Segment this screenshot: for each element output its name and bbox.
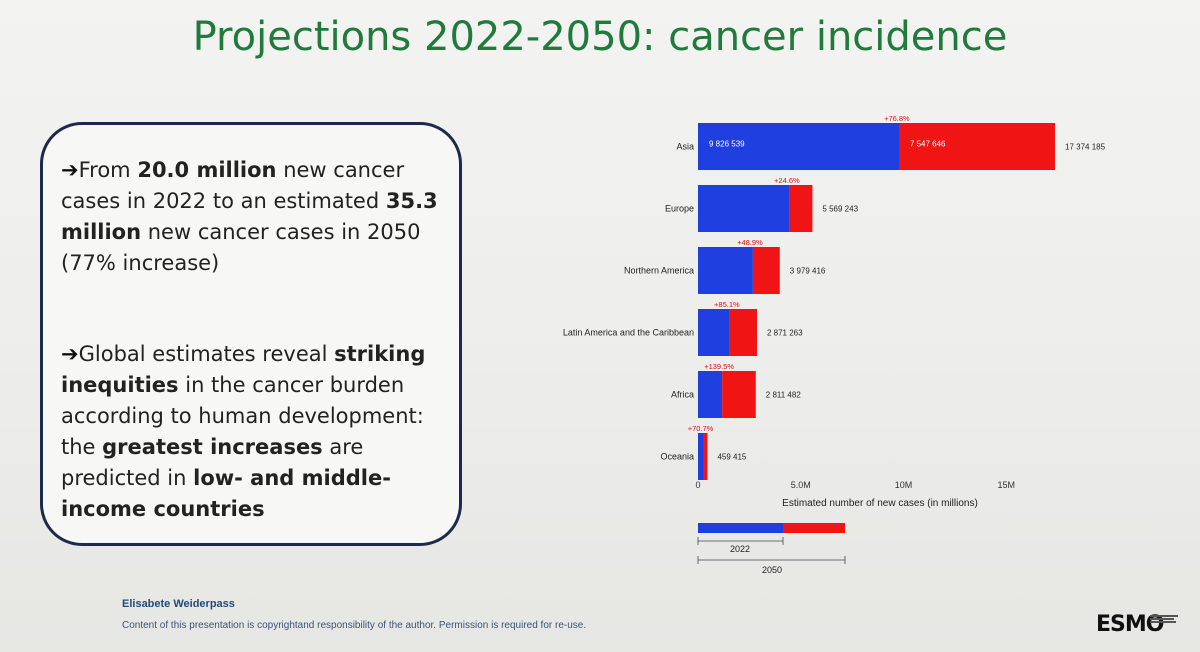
x-tick-label: 10M: [895, 480, 913, 490]
percent-label-latin-america-and-the-caribbean: +85.1%: [714, 300, 740, 309]
incidence-bar-chart: Asia +76.8% 17 374 185 9 826 539 7 547 646 Eu…: [563, 114, 1106, 575]
legend-label-2050: 2050: [762, 565, 782, 575]
category-label-africa: Africa: [671, 390, 694, 400]
bar-2022-africa: [698, 371, 723, 418]
total-label-oceania: 459 415: [717, 453, 746, 462]
x-tick-label: 5.0M: [791, 480, 811, 490]
value-increase-label-asia: 7 547 646: [910, 140, 946, 149]
legend-swatch-2050: [783, 523, 845, 533]
category-label-northern-america: Northern America: [624, 266, 694, 276]
x-tick-label: 15M: [997, 480, 1015, 490]
total-label-asia: 17 374 185: [1065, 143, 1106, 152]
bar-increase-northern-america: [752, 247, 780, 294]
bar-2022-europe: [698, 185, 790, 232]
bar-2022-asia: [698, 123, 900, 170]
total-label-northern-america: 3 979 416: [790, 267, 826, 276]
category-label-asia: Asia: [676, 142, 694, 152]
bullet-incidence-growth: ➔From 20.0 million new cancer cases in 2…: [61, 158, 438, 275]
bar-increase-asia: [899, 123, 1055, 170]
legend-label-2022: 2022: [730, 544, 750, 554]
slide-title: Projections 2022-2050: cancer incidence: [192, 14, 1008, 60]
percent-label-northern-america: +48.9%: [737, 238, 763, 247]
footer-author: Elisabete Weiderpass: [122, 598, 235, 610]
total-label-africa: 2 811 482: [766, 391, 802, 400]
bar-2022-oceania: [698, 433, 704, 480]
bar-2022-latin-america-and-the-caribbean: [698, 309, 730, 356]
bar-increase-latin-america-and-the-caribbean: [729, 309, 757, 356]
summary-box: ➔From 20.0 million new cancer cases in 2…: [40, 122, 462, 546]
logo-tagline-graphic: [1150, 614, 1190, 624]
bullet-inequities: ➔Global estimates reveal striking inequi…: [61, 342, 426, 521]
percent-label-asia: +76.8%: [884, 114, 910, 123]
legend-swatch-2022: [698, 523, 783, 533]
x-axis-title: Estimated number of new cases (in millio…: [782, 498, 978, 509]
bar-increase-oceania: [703, 433, 708, 480]
category-label-europe: Europe: [665, 204, 694, 214]
bar-increase-africa: [722, 371, 756, 418]
percent-label-europe: +24.6%: [774, 176, 800, 185]
percent-label-oceania: +70.7%: [688, 424, 714, 433]
category-label-latin-america-and-the-caribbean: Latin America and the Caribbean: [563, 328, 694, 338]
percent-label-africa: +139.5%: [704, 362, 734, 371]
total-label-latin-america-and-the-caribbean: 2 871 263: [767, 329, 803, 338]
arrow-icon: ➔: [61, 342, 79, 366]
total-label-europe: 5 569 243: [822, 205, 858, 214]
x-tick-label: 0: [695, 480, 700, 490]
value-2022-label-asia: 9 826 539: [709, 140, 745, 149]
arrow-icon: ➔: [61, 158, 79, 182]
footer-copyright: Content of this presentation is copyrigh…: [122, 620, 587, 631]
bar-2022-northern-america: [698, 247, 753, 294]
category-label-oceania: Oceania: [660, 452, 694, 462]
bar-increase-europe: [789, 185, 813, 232]
